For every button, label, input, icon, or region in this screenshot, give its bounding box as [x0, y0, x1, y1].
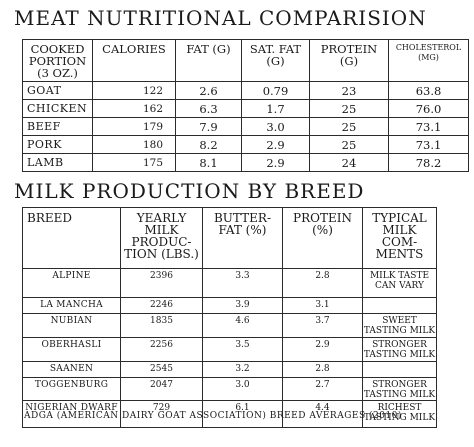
yield-cell: 2047	[120, 377, 203, 401]
header-cooked-portion: COOKED PORTION (3 OZ.)	[22, 39, 93, 82]
yield-cell: 2396	[120, 268, 203, 298]
header-butterfat: BUTTER- FAT (%)	[202, 207, 283, 269]
yield-cell: 2545	[120, 361, 203, 378]
table-row: SAANEN 2545 3.2 2.8	[22, 361, 437, 378]
meat-name: LAMB	[22, 153, 93, 172]
table-row: NUBIAN 1835 4.6 3.7 SWEET TASTING MILK	[22, 313, 437, 338]
protein-cell: 24	[309, 153, 389, 172]
fat-cell: 8.1	[175, 153, 242, 172]
protein-cell: 2.9	[282, 337, 363, 362]
table-row: NIGERIAN DWARF 729 6.1 4.4 RICHEST TASTI…	[22, 400, 437, 428]
sat-fat-cell: 2.9	[241, 153, 310, 172]
yield-cell: 2256	[120, 337, 203, 362]
calories-cell: 180	[92, 135, 176, 154]
header-cholesterol: CHOLESTEROL (MG)	[388, 39, 469, 82]
meat-name: BEEF	[22, 117, 93, 136]
comment-cell	[362, 361, 437, 378]
butterfat-cell: 3.2	[202, 361, 283, 378]
protein-cell: 2.8	[282, 361, 363, 378]
protein-cell: 25	[309, 135, 389, 154]
meat-header-row: COOKED PORTION (3 OZ.) CALORIES FAT (G) …	[22, 39, 469, 82]
butterfat-cell: 3.9	[202, 297, 283, 314]
butterfat-cell: 3.3	[202, 268, 283, 298]
breed-name: NIGERIAN DWARF	[22, 400, 121, 428]
header-fat: FAT (G)	[175, 39, 242, 82]
sat-fat-cell: 1.7	[241, 99, 310, 118]
table-row: ALPINE 2396 3.3 2.8 MILK TASTE CAN VARY	[22, 268, 437, 298]
meat-name: PORK	[22, 135, 93, 154]
yield-cell: 2246	[120, 297, 203, 314]
meat-nutrition-table: COOKED PORTION (3 OZ.) CALORIES FAT (G) …	[22, 39, 469, 172]
table-row: LAMB 175 8.1 2.9 24 78.2	[22, 153, 469, 172]
header-protein: PROTEIN (%)	[282, 207, 363, 269]
comment-cell: RICHEST TASTING MILK	[362, 400, 437, 428]
breed-name: OBERHASLI	[22, 337, 121, 362]
protein-cell: 2.8	[282, 268, 363, 298]
header-protein: PROTEIN (G)	[309, 39, 389, 82]
header-sat-fat: SAT. FAT (G)	[241, 39, 310, 82]
meat-name: CHICKEN	[22, 99, 93, 118]
calories-cell: 162	[92, 99, 176, 118]
fat-cell: 2.6	[175, 81, 242, 100]
butterfat-cell: 3.5	[202, 337, 283, 362]
breed-name: SAANEN	[22, 361, 121, 378]
protein-cell: 4.4	[282, 400, 363, 428]
cholesterol-cell: 63.8	[388, 81, 469, 100]
header-yearly-milk: YEARLY MILK PRODUC- TION (LBS.)	[120, 207, 203, 269]
protein-cell: 23	[309, 81, 389, 100]
protein-cell: 3.7	[282, 313, 363, 338]
butterfat-cell: 3.0	[202, 377, 283, 401]
yield-cell: 1835	[120, 313, 203, 338]
calories-cell: 179	[92, 117, 176, 136]
breed-name: ALPINE	[22, 268, 121, 298]
meat-name: GOAT	[22, 81, 93, 100]
header-breed: BREED	[22, 207, 121, 269]
table-row: PORK 180 8.2 2.9 25 73.1	[22, 135, 469, 154]
milk-production-table: BREED YEARLY MILK PRODUC- TION (LBS.) BU…	[22, 207, 437, 428]
milk-table-title: MILK PRODUCTION BY BREED	[14, 179, 365, 203]
breed-name: TOGGENBURG	[22, 377, 121, 401]
comment-cell: STRONGER TASTING MILK	[362, 377, 437, 401]
table-row: GOAT 122 2.6 0.79 23 63.8	[22, 81, 469, 100]
table-row: CHICKEN 162 6.3 1.7 25 76.0	[22, 99, 469, 118]
protein-cell: 25	[309, 117, 389, 136]
protein-cell: 25	[309, 99, 389, 118]
butterfat-cell: 6.1	[202, 400, 283, 428]
table-row: BEEF 179 7.9 3.0 25 73.1	[22, 117, 469, 136]
cholesterol-cell: 73.1	[388, 135, 469, 154]
sat-fat-cell: 0.79	[241, 81, 310, 100]
fat-cell: 8.2	[175, 135, 242, 154]
header-comments: TYPICAL MILK COM- MENTS	[362, 207, 437, 269]
fat-cell: 7.9	[175, 117, 242, 136]
sat-fat-cell: 3.0	[241, 117, 310, 136]
table-row: OBERHASLI 2256 3.5 2.9 STRONGER TASTING …	[22, 337, 437, 362]
calories-cell: 122	[92, 81, 176, 100]
comment-cell: SWEET TASTING MILK	[362, 313, 437, 338]
comment-cell	[362, 297, 437, 314]
calories-cell: 175	[92, 153, 176, 172]
fat-cell: 6.3	[175, 99, 242, 118]
breed-name: NUBIAN	[22, 313, 121, 338]
comment-cell: STRONGER TASTING MILK	[362, 337, 437, 362]
header-calories: CALORIES	[92, 39, 176, 82]
protein-cell: 3.1	[282, 297, 363, 314]
table-row: LA MANCHA 2246 3.9 3.1	[22, 297, 437, 314]
butterfat-cell: 4.6	[202, 313, 283, 338]
cholesterol-cell: 73.1	[388, 117, 469, 136]
source-footnote: ADGA (AMERICAN DAIRY GOAT ASSOCIATION) B…	[24, 411, 402, 421]
cholesterol-cell: 78.2	[388, 153, 469, 172]
comment-cell: MILK TASTE CAN VARY	[362, 268, 437, 298]
sat-fat-cell: 2.9	[241, 135, 310, 154]
meat-table-title: MEAT NUTRITIONAL COMPARISION	[14, 6, 427, 30]
protein-cell: 2.7	[282, 377, 363, 401]
milk-header-row: BREED YEARLY MILK PRODUC- TION (LBS.) BU…	[22, 207, 437, 269]
cholesterol-cell: 76.0	[388, 99, 469, 118]
table-row: TOGGENBURG 2047 3.0 2.7 STRONGER TASTING…	[22, 377, 437, 401]
breed-name: LA MANCHA	[22, 297, 121, 314]
